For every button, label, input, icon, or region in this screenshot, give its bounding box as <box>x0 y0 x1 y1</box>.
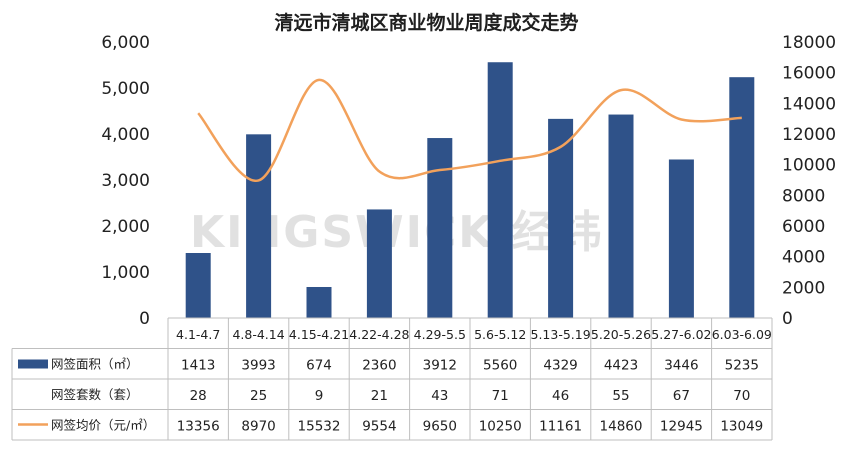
table-cell-value: 3912 <box>423 358 457 374</box>
table-cell-value: 46 <box>552 388 569 404</box>
table-cell-value: 13356 <box>177 419 220 435</box>
table-cell-value: 4329 <box>543 358 577 374</box>
y-right-tick-label: 18000 <box>782 33 836 53</box>
x-tick-label: 5.20-5.26 <box>591 327 651 342</box>
bar <box>185 253 211 318</box>
bar <box>246 134 272 318</box>
table-cell-value: 9554 <box>362 419 396 435</box>
x-tick-label: 6.03-6.09 <box>712 327 772 342</box>
y-right-tick-label: 14000 <box>782 94 836 114</box>
bar <box>729 77 755 318</box>
x-tick-label: 4.15-4.21 <box>289 327 349 342</box>
x-tick-label: 5.27-6.02 <box>651 327 711 342</box>
bar <box>608 114 634 319</box>
y-right-tick-label: 12000 <box>782 125 836 145</box>
table-cell-value: 5560 <box>483 358 517 374</box>
y-left-tick-label: 0 <box>139 309 150 329</box>
y-left-tick-label: 1,000 <box>101 263 150 283</box>
y-left-tick-label: 6,000 <box>101 33 150 53</box>
table-cell-value: 15532 <box>298 419 341 435</box>
table-cell-value: 43 <box>431 388 448 404</box>
x-tick-label: 4.29-5.5 <box>414 327 466 342</box>
bar <box>548 118 574 318</box>
table-cell-value: 2360 <box>362 358 396 374</box>
y-left-tick-label: 5,000 <box>101 79 150 99</box>
table-cell-value: 11161 <box>539 419 582 435</box>
table-cell-value: 70 <box>733 388 750 404</box>
y-right-tick-label: 2000 <box>782 278 825 298</box>
legend-label: 网签套数（套） <box>51 387 139 402</box>
table-cell-value: 25 <box>250 388 267 404</box>
y-right-tick-label: 4000 <box>782 248 825 268</box>
x-tick-label: 4.22-4.28 <box>349 327 409 342</box>
y-right-tick-label: 0 <box>782 309 793 329</box>
table-cell-value: 12945 <box>660 419 703 435</box>
table-cell-value: 55 <box>612 388 629 404</box>
y-right-tick-label: 16000 <box>782 64 836 84</box>
series-line <box>197 78 742 182</box>
table-cell-value: 13049 <box>720 419 763 435</box>
chart-title: 清远市清城区商业物业周度成交走势 <box>274 12 579 34</box>
legend-swatch-bar <box>18 359 48 369</box>
table-cell-value: 9650 <box>423 419 457 435</box>
table-cell-value: 10250 <box>479 419 522 435</box>
table-cell-value: 674 <box>306 358 332 374</box>
y-right-tick-label: 6000 <box>782 217 825 237</box>
table-cell-value: 3993 <box>241 358 275 374</box>
bar <box>668 159 694 318</box>
table-cell-value: 14860 <box>600 419 643 435</box>
bar <box>366 209 392 318</box>
legend-label: 网签均价（元/㎡） <box>51 418 155 433</box>
y-right-tick-label: 10000 <box>782 156 836 176</box>
table-cell-value: 21 <box>371 388 388 404</box>
bar <box>427 138 453 318</box>
y-right-tick-label: 8000 <box>782 186 825 206</box>
y-left-tick-label: 3,000 <box>101 171 150 191</box>
table-cell-value: 71 <box>492 388 509 404</box>
x-tick-label: 4.1-4.7 <box>176 327 220 342</box>
table-cell-value: 3446 <box>664 358 698 374</box>
y-left-tick-label: 2,000 <box>101 217 150 237</box>
table-cell-value: 4423 <box>604 358 638 374</box>
table-cell-value: 67 <box>673 388 690 404</box>
bar <box>487 62 513 318</box>
legend-label: 网签面积（㎡） <box>51 357 139 372</box>
table-cell-value: 5235 <box>725 358 759 374</box>
x-tick-label: 5.6-5.12 <box>474 327 526 342</box>
x-tick-label: 5.13-5.19 <box>531 327 591 342</box>
table-cell-value: 28 <box>190 388 207 404</box>
table-cell-value: 1413 <box>181 358 215 374</box>
bar <box>306 286 332 318</box>
y-left-tick-label: 4,000 <box>101 125 150 145</box>
x-tick-label: 4.8-4.14 <box>232 327 284 342</box>
table-cell-value: 8970 <box>241 419 275 435</box>
table-cell-value: 9 <box>315 388 324 404</box>
